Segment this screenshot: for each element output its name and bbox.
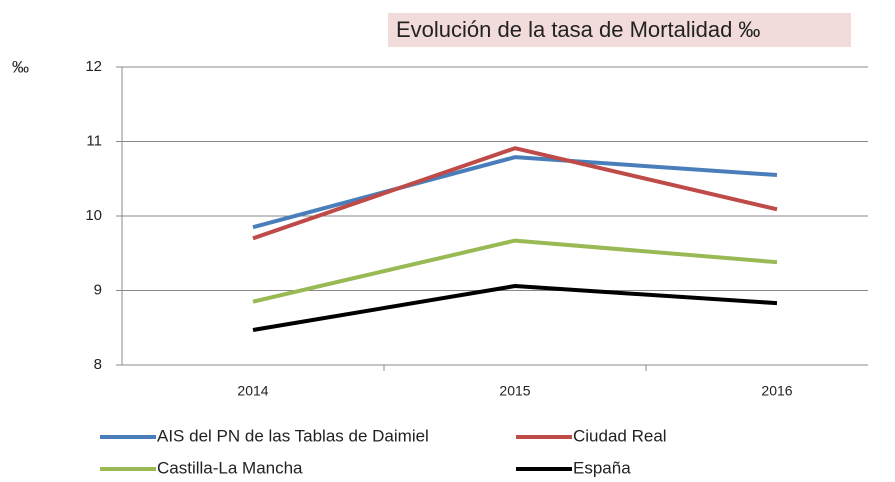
series-line bbox=[252, 146, 778, 241]
x-tick-label: 2016 bbox=[761, 383, 792, 399]
y-tick-label: 8 bbox=[94, 356, 102, 373]
chart-title: Evolución de la tasa de Mortalidad ‰ bbox=[396, 17, 760, 42]
x-tick-label: 2015 bbox=[499, 383, 530, 399]
legend-label: Ciudad Real bbox=[573, 426, 667, 445]
series-line bbox=[252, 155, 778, 230]
title-background bbox=[388, 13, 851, 47]
y-axis-label: ‰ bbox=[12, 57, 29, 76]
y-tick-label: 12 bbox=[85, 58, 102, 75]
legend-label: España bbox=[573, 458, 631, 477]
y-tick-label: 11 bbox=[86, 132, 102, 149]
x-tick-label: 2014 bbox=[237, 383, 268, 399]
y-tick-label: 10 bbox=[85, 207, 102, 224]
series-line bbox=[252, 284, 778, 332]
series-line bbox=[252, 238, 778, 304]
y-tick-label: 9 bbox=[94, 281, 102, 298]
legend-label: Castilla-La Mancha bbox=[157, 458, 303, 477]
legend-label: AIS del PN de las Tablas de Daimiel bbox=[157, 426, 429, 445]
